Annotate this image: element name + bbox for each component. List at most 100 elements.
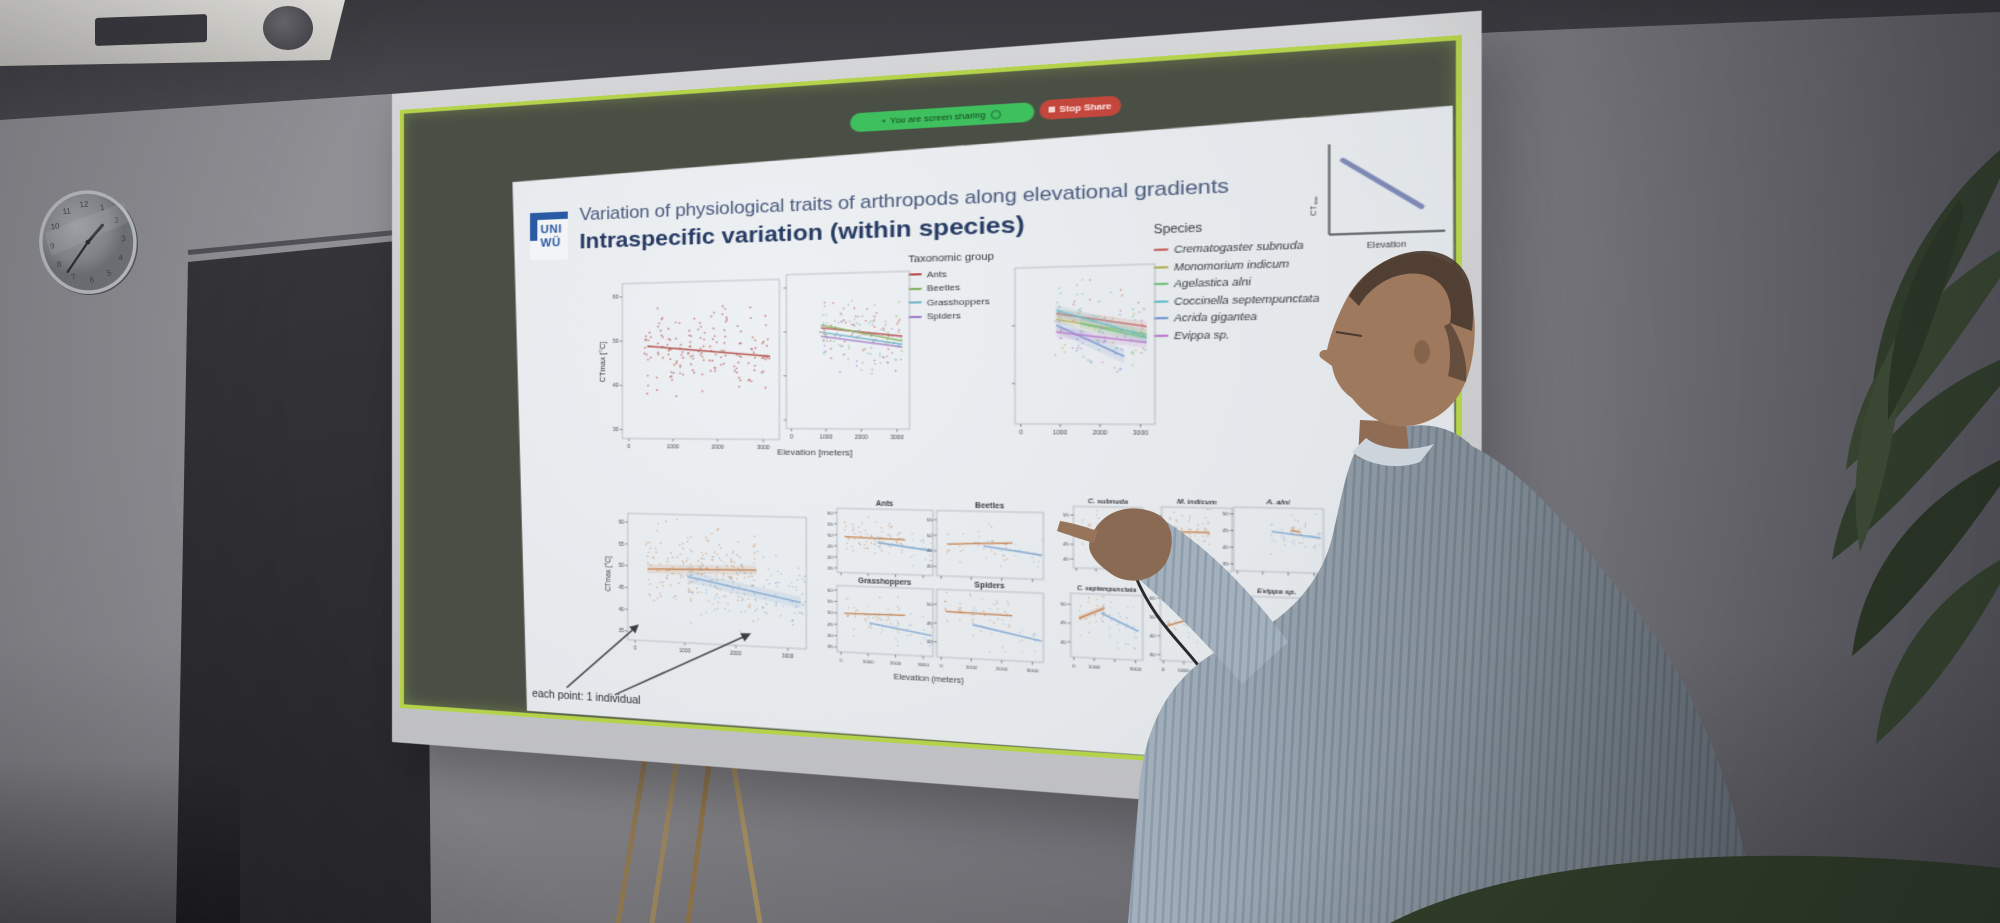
chart-sm-grasshoppers: Grasshoppers 35 40 45 50 55 60 0 1000 2000 3000 bbox=[827, 578, 938, 668]
svg-text:50: 50 bbox=[827, 532, 833, 538]
svg-text:35: 35 bbox=[1151, 559, 1158, 565]
svg-text:30: 30 bbox=[1150, 651, 1157, 657]
legend-label: Evippa sp. bbox=[1174, 328, 1230, 342]
legend-title: Taxonomic group bbox=[908, 250, 994, 265]
svg-text:60: 60 bbox=[1150, 595, 1157, 601]
svg-text:40: 40 bbox=[1222, 544, 1229, 550]
svg-text:45: 45 bbox=[1222, 527, 1229, 533]
svg-text:45: 45 bbox=[827, 621, 833, 627]
svg-text:55: 55 bbox=[827, 598, 833, 604]
mic-icon bbox=[990, 109, 1001, 119]
svg-text:50: 50 bbox=[613, 339, 619, 345]
svg-text:3000: 3000 bbox=[1129, 666, 1142, 673]
logo-text: UNI bbox=[540, 223, 562, 237]
top-figure-y-label: CTmax [°C] bbox=[597, 341, 607, 383]
svg-text:0: 0 bbox=[627, 444, 630, 450]
svg-text:Ants: Ants bbox=[876, 501, 894, 509]
svg-text:50: 50 bbox=[927, 601, 934, 607]
screen-share-status-pill[interactable]: ◂ You are screen sharing bbox=[850, 102, 1035, 133]
svg-text:55: 55 bbox=[927, 517, 934, 523]
chart-top-ants: 30 40 50 60 0 1000 2000 3000 bbox=[613, 273, 784, 452]
stop-share-button[interactable]: Stop Share bbox=[1039, 95, 1122, 121]
screen-share-status-label: You are screen sharing bbox=[890, 109, 986, 126]
svg-text:35: 35 bbox=[1222, 561, 1229, 567]
chart-top-species: 0 1000 2000 3000 bbox=[1007, 257, 1160, 437]
svg-text:55: 55 bbox=[1063, 512, 1070, 518]
chart-sp-evippa: Evippa sp. 40 50 60 0 1000 3000 bbox=[1221, 589, 1328, 679]
svg-text:0: 0 bbox=[634, 645, 637, 651]
svg-text:2000: 2000 bbox=[1093, 430, 1108, 437]
ceiling-vent bbox=[95, 14, 207, 46]
svg-text:M. indicum: M. indicum bbox=[1177, 499, 1217, 507]
chart-sm-spiders: Spiders 40 45 50 0 1000 2000 3000 bbox=[927, 582, 1048, 674]
legend-item: Sulaiman bbox=[1351, 522, 1429, 539]
svg-text:60: 60 bbox=[827, 510, 833, 516]
legend-item: Himalayas bbox=[1351, 507, 1429, 523]
svg-text:50: 50 bbox=[1221, 627, 1228, 633]
floor-shadow bbox=[0, 760, 240, 923]
svg-text:1000: 1000 bbox=[1088, 664, 1101, 671]
svg-text:45: 45 bbox=[827, 543, 833, 549]
svg-text:1000: 1000 bbox=[863, 659, 875, 665]
svg-text:3000: 3000 bbox=[1306, 672, 1320, 679]
svg-text:60: 60 bbox=[613, 295, 619, 302]
svg-text:0: 0 bbox=[1072, 663, 1076, 669]
svg-text:40: 40 bbox=[618, 606, 624, 612]
legend-transect: Transect Himalayas Sulaiman bbox=[1351, 491, 1429, 538]
svg-text:CT max: CT max bbox=[1310, 196, 1319, 216]
inset-concept-chart: CT max Elevation bbox=[1303, 131, 1451, 264]
svg-text:1000: 1000 bbox=[1255, 670, 1269, 677]
svg-text:2000: 2000 bbox=[711, 444, 724, 451]
legend-label: Coccinella septempunctata bbox=[1174, 291, 1320, 307]
legend-label: Grasshoppers bbox=[926, 295, 990, 308]
svg-text:3000: 3000 bbox=[1133, 430, 1148, 437]
bottom-figure-y-label: CTmax [°C] bbox=[604, 555, 613, 592]
svg-text:0: 0 bbox=[940, 663, 944, 669]
chart-sp-alni: A. alni 35 40 45 50 bbox=[1222, 500, 1329, 581]
legend-label: Agelastica alni bbox=[1174, 275, 1252, 290]
chart-top-taxa: 0 1000 2000 3000 bbox=[779, 264, 914, 442]
projected-slide: ◂ You are screen sharing Stop Share UNI … bbox=[400, 35, 1462, 783]
stop-icon bbox=[1048, 106, 1056, 113]
svg-text:45: 45 bbox=[618, 585, 624, 591]
svg-text:2000: 2000 bbox=[855, 434, 869, 441]
svg-text:1000: 1000 bbox=[667, 444, 680, 451]
svg-text:40: 40 bbox=[827, 554, 833, 560]
svg-text:0: 0 bbox=[1162, 666, 1166, 672]
chart-big: 35 40 45 50 55 60 0 1000 2000 3000 bbox=[618, 507, 811, 659]
svg-text:35: 35 bbox=[827, 644, 833, 650]
svg-text:55: 55 bbox=[827, 521, 833, 527]
legend-label: Monomorium indicum bbox=[1174, 257, 1290, 273]
svg-text:1000: 1000 bbox=[965, 664, 978, 670]
svg-text:0: 0 bbox=[840, 657, 844, 663]
svg-text:1000: 1000 bbox=[1178, 667, 1191, 674]
svg-text:50: 50 bbox=[1060, 601, 1067, 607]
chevron-icon: ◂ bbox=[881, 118, 886, 125]
svg-text:0: 0 bbox=[1234, 669, 1238, 675]
legend-taxonomic-group: Taxonomic group Ants Beetles Grasshoppers Sp… bbox=[908, 251, 994, 324]
chart-sp-septempunctata: C. septempunctata 40 45 50 0 1000 3000 bbox=[1060, 586, 1148, 673]
legend-swatch bbox=[1153, 248, 1169, 252]
svg-text:3000: 3000 bbox=[1027, 667, 1040, 673]
svg-text:50: 50 bbox=[927, 532, 934, 538]
svg-text:3000: 3000 bbox=[782, 653, 794, 659]
svg-text:40: 40 bbox=[927, 639, 934, 645]
svg-text:55: 55 bbox=[1151, 513, 1158, 519]
legend-label: Crematogaster subnuda bbox=[1174, 239, 1304, 256]
svg-text:45: 45 bbox=[1151, 536, 1158, 542]
svg-text:3000: 3000 bbox=[890, 435, 904, 442]
chart-sm-ants: Ants 35 40 45 50 55 60 bbox=[827, 501, 938, 582]
svg-text:30: 30 bbox=[613, 427, 619, 433]
svg-text:Evippa sp.: Evippa sp. bbox=[1257, 589, 1297, 598]
svg-text:55: 55 bbox=[618, 541, 624, 546]
svg-text:40: 40 bbox=[1150, 632, 1157, 638]
svg-text:3000: 3000 bbox=[757, 445, 770, 452]
legend-swatch bbox=[1351, 512, 1368, 517]
svg-text:40: 40 bbox=[827, 633, 833, 639]
svg-text:45: 45 bbox=[1063, 541, 1070, 547]
svg-text:C. subnuda: C. subnuda bbox=[1088, 499, 1128, 507]
svg-text:1000: 1000 bbox=[679, 648, 691, 654]
svg-text:40: 40 bbox=[1060, 639, 1067, 645]
svg-text:3000: 3000 bbox=[918, 661, 930, 667]
svg-text:50: 50 bbox=[618, 563, 624, 569]
